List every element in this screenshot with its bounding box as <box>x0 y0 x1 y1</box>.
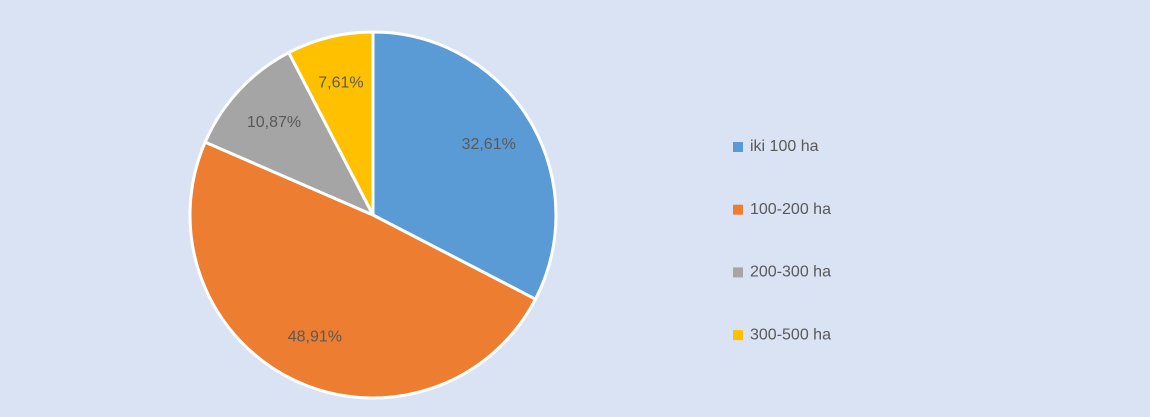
data-label: 48,91% <box>288 329 342 346</box>
pie-slice <box>286 30 375 216</box>
pie-slice <box>371 30 558 302</box>
legend-swatch <box>733 267 743 278</box>
pie-slice <box>188 140 538 400</box>
pie-slice <box>203 50 377 219</box>
data-label: 10,87% <box>247 114 301 131</box>
legend-swatch <box>733 204 743 215</box>
data-label: 7,61% <box>318 75 363 92</box>
legend-label: 300-500 ha <box>750 326 831 343</box>
legend-label: 200-300 ha <box>750 264 831 281</box>
legend-label: 100-200 ha <box>750 201 831 218</box>
legend-label: iki 100 ha <box>750 138 819 155</box>
data-label: 32,61% <box>462 136 516 153</box>
legend-swatch <box>733 330 743 341</box>
legend-swatch <box>733 142 743 152</box>
